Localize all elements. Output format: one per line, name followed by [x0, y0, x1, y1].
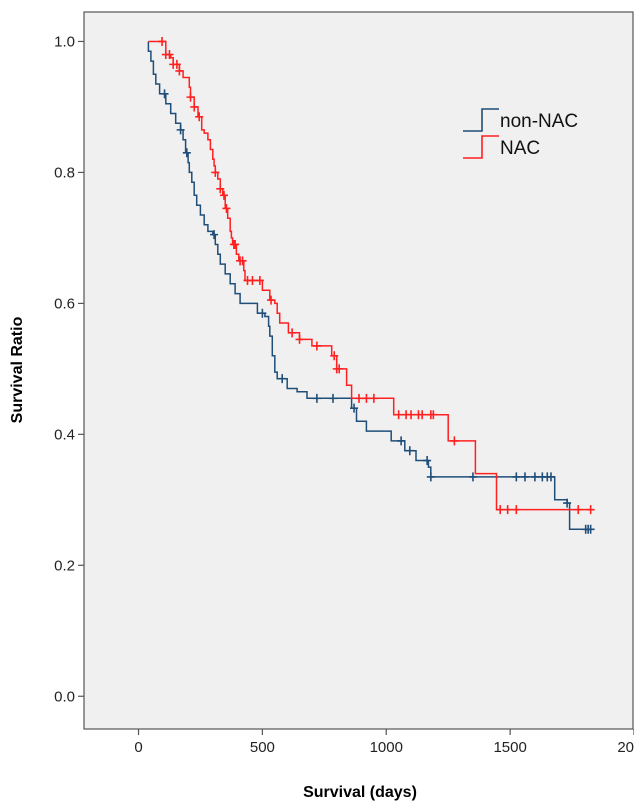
y-tick-label: 0.6	[54, 295, 75, 312]
series-non-nac	[147, 41, 595, 534]
censor-mark	[407, 410, 416, 420]
y-tick-label: 0.4	[54, 426, 75, 443]
censor-mark	[182, 148, 191, 158]
censor-mark	[211, 167, 220, 177]
plot-series	[147, 36, 595, 534]
censor-mark	[165, 50, 174, 60]
censor-mark	[586, 505, 595, 515]
legend: non-NAC NAC	[463, 108, 578, 159]
censor-mark	[563, 498, 572, 508]
censor-mark	[362, 393, 371, 403]
x-axis: 0 500 1000 1500 2000	[134, 729, 634, 756]
censor-mark	[397, 436, 406, 446]
censor-mark	[172, 59, 181, 69]
censor-mark	[222, 203, 231, 213]
censor-mark	[186, 92, 195, 102]
censor-mark	[312, 341, 321, 351]
censor-mark	[176, 125, 185, 135]
x-tick-label: 500	[250, 739, 275, 756]
censor-mark	[288, 328, 297, 338]
y-tick-label: 1.0	[54, 33, 75, 50]
series-nac	[148, 36, 595, 515]
y-tick-label: 0.0	[54, 688, 75, 705]
censor-mark	[394, 410, 403, 420]
censor-mark	[429, 410, 438, 420]
censor-mark	[335, 364, 344, 374]
censor-mark	[175, 66, 184, 76]
censor-mark	[312, 393, 321, 403]
legend-swatch	[463, 108, 499, 132]
x-tick-label: 1000	[370, 739, 403, 756]
censor-mark	[496, 505, 505, 515]
censor-mark	[450, 436, 459, 446]
x-tick-label: 2000	[617, 739, 634, 756]
x-tick-label: 0	[134, 739, 142, 756]
censor-mark	[426, 472, 435, 482]
censor-mark	[512, 472, 521, 482]
legend-swatch	[463, 135, 499, 159]
x-tick-label: 1500	[493, 739, 526, 756]
legend-label: NAC	[500, 138, 540, 159]
plot-area	[83, 11, 634, 730]
censor-mark	[350, 403, 359, 413]
censor-mark	[255, 275, 264, 285]
censor-mark	[248, 275, 257, 285]
censor-mark	[369, 393, 378, 403]
censor-mark	[238, 256, 247, 266]
censor-mark	[160, 89, 169, 99]
censor-mark	[512, 505, 521, 515]
censor-mark	[418, 410, 427, 420]
censor-mark	[520, 472, 529, 482]
censor-mark	[423, 456, 432, 466]
censor-mark	[328, 393, 337, 403]
censor-mark	[330, 351, 339, 361]
censor-mark	[258, 308, 267, 318]
y-tick-label: 0.2	[54, 557, 75, 574]
censor-mark	[216, 184, 225, 194]
censor-mark	[278, 374, 287, 384]
censor-mark	[210, 230, 219, 240]
censor-mark	[231, 239, 240, 249]
censor-mark	[219, 190, 228, 200]
censor-mark	[295, 334, 304, 344]
censor-mark	[195, 112, 204, 122]
censor-mark	[468, 472, 477, 482]
censor-mark	[530, 472, 539, 482]
y-axis-title: Survival Ratio	[9, 316, 26, 423]
censor-mark	[158, 36, 167, 46]
censor-mark	[586, 524, 595, 534]
censor-mark	[503, 505, 512, 515]
legend-label: non-NAC	[500, 111, 578, 132]
censor-mark	[405, 446, 414, 456]
x-axis-title: Survival (days)	[303, 784, 417, 801]
censor-mark	[267, 295, 276, 305]
censor-mark	[574, 505, 583, 515]
censor-mark	[355, 393, 363, 403]
censor-mark	[190, 102, 199, 112]
censor-mark	[547, 472, 556, 482]
y-tick-label: 0.8	[54, 164, 75, 181]
y-axis: 0.0 0.2 0.4 0.6 0.8 1.0	[54, 33, 84, 705]
